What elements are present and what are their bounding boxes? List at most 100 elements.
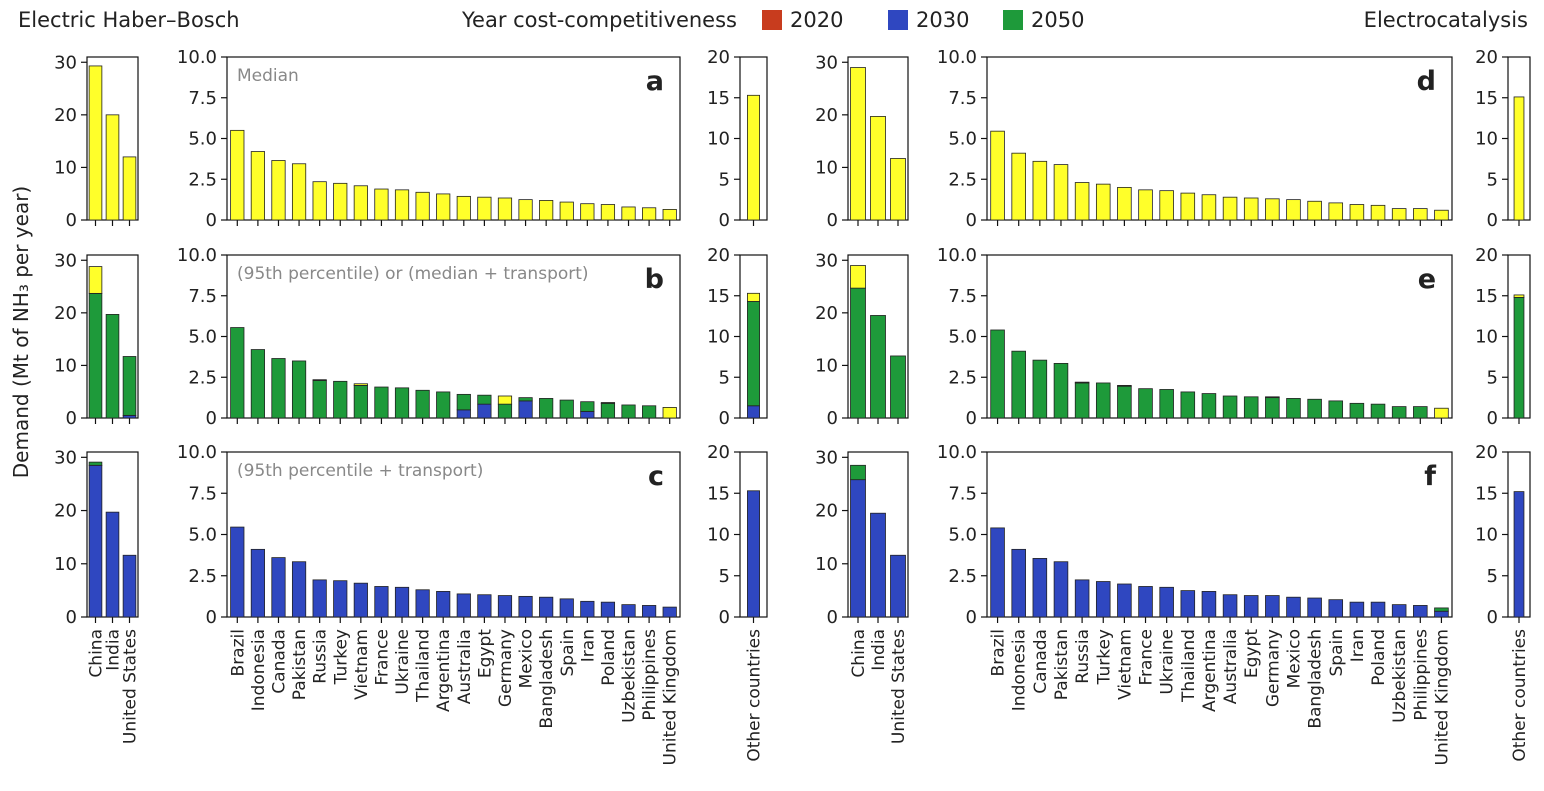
- bar-segment: [990, 329, 1005, 419]
- bar-segment: [1032, 558, 1048, 618]
- category-label: India: [104, 629, 124, 671]
- y-tick-label: 10: [54, 554, 77, 575]
- category-label: Other countries: [745, 629, 765, 762]
- bar-segment: [1074, 382, 1090, 419]
- bar-segment: [497, 197, 513, 221]
- y-tick-label: 10.0: [177, 245, 217, 266]
- category-label: Spain: [558, 629, 578, 677]
- bar-segment: [1201, 393, 1217, 419]
- bar-segment: [1413, 406, 1428, 419]
- bar-segment: [250, 151, 265, 221]
- bar-segment: [456, 409, 471, 419]
- bar-segment: [1265, 198, 1280, 221]
- bar-segment: [1391, 208, 1407, 221]
- bar-segment: [271, 358, 286, 419]
- bar-segment: [621, 604, 636, 618]
- y-tick-label: 0: [66, 607, 77, 628]
- y-tick-label: 0: [827, 210, 838, 231]
- bar-segment: [333, 182, 348, 221]
- bar-segment: [850, 464, 866, 481]
- y-tick-label: 0: [827, 607, 838, 628]
- category-label: Other countries: [1510, 629, 1530, 762]
- panel-letter: b: [645, 264, 664, 295]
- bar-segment: [436, 591, 451, 618]
- category-label: Australia: [1221, 629, 1241, 704]
- y-tick-label: 15: [1475, 286, 1498, 307]
- y-tick-label: 2.5: [188, 367, 217, 388]
- bar-segment: [477, 594, 492, 618]
- y-tick-label: 5: [719, 169, 730, 190]
- bar-segment: [1413, 605, 1428, 618]
- y-tick-label: 10: [815, 554, 838, 575]
- y-tick-label: 20: [54, 105, 77, 126]
- bar-segment: [539, 200, 554, 221]
- y-tick-label: 0: [966, 408, 977, 429]
- legend-label: 2050: [1031, 8, 1084, 32]
- bar-segment: [497, 395, 513, 405]
- bar-segment: [890, 554, 906, 618]
- bar-segment: [291, 163, 307, 221]
- y-tick-label: 7.5: [188, 483, 217, 504]
- y-tick-label: 10: [815, 157, 838, 178]
- y-tick-label: 0: [719, 408, 730, 429]
- y-tick-label: 7.5: [948, 286, 977, 307]
- category-label: Poland: [1369, 629, 1389, 686]
- bar-segment: [1349, 601, 1365, 618]
- bar-segment: [621, 404, 636, 419]
- y-tick-label: 0: [1487, 210, 1498, 231]
- bar-segment: [394, 586, 410, 618]
- bar-segment: [1201, 194, 1217, 221]
- bar-segment: [477, 196, 492, 221]
- bar-segment: [333, 380, 348, 419]
- bar-segment: [1032, 359, 1048, 419]
- y-tick-label: 30: [815, 52, 838, 73]
- y-tick-label: 0: [827, 408, 838, 429]
- y-axis-label: Demand (Mt of NH₃ per year): [9, 186, 33, 478]
- category-label: Brazil: [228, 629, 248, 676]
- category-label: Brazil: [989, 629, 1009, 676]
- y-tick-label: 0: [206, 408, 217, 429]
- bar-segment: [1307, 398, 1322, 419]
- legend-swatch: [762, 10, 782, 30]
- y-tick-label: 7.5: [948, 88, 977, 109]
- y-tick-label: 20: [707, 442, 730, 463]
- y-tick-label: 15: [1475, 88, 1498, 109]
- y-tick-label: 0: [719, 210, 730, 231]
- panel-letter: e: [1418, 264, 1436, 295]
- bar-segment: [1095, 581, 1111, 618]
- bar-segment: [1328, 599, 1344, 618]
- bar-segment: [662, 407, 677, 419]
- bar-segment: [662, 606, 677, 618]
- legend-label: 2020: [790, 8, 843, 32]
- panel-letter: a: [646, 66, 664, 97]
- category-label: Australia: [455, 629, 475, 704]
- y-tick-label: 10.0: [937, 442, 977, 463]
- bar-segment: [250, 548, 265, 618]
- y-tick-label: 10: [707, 129, 730, 150]
- bar-segment: [1180, 391, 1196, 419]
- bar-segment: [436, 391, 451, 419]
- bar-segment: [477, 394, 492, 405]
- bar-segment: [312, 181, 327, 221]
- bar-segment: [312, 379, 327, 381]
- bar-segment: [850, 287, 866, 419]
- y-tick-label: 5.0: [188, 129, 217, 150]
- bar-segment: [250, 349, 265, 419]
- bar-segment: [88, 464, 103, 618]
- y-tick-label: 15: [707, 88, 730, 109]
- y-tick-label: 5: [1487, 367, 1498, 388]
- bar-segment: [1117, 186, 1132, 221]
- y-tick-label: 20: [54, 501, 77, 522]
- category-label: Germany: [496, 629, 516, 707]
- bar-segment: [291, 561, 307, 618]
- bar-segment: [374, 386, 389, 419]
- category-label: Uzbekistan: [1390, 629, 1410, 723]
- bar-segment: [230, 526, 245, 618]
- y-tick-label: 10.0: [937, 47, 977, 68]
- bar-segment: [747, 301, 760, 407]
- y-tick-label: 20: [815, 501, 838, 522]
- bar-segment: [1391, 604, 1407, 618]
- bar-segment: [105, 314, 120, 419]
- y-tick-label: 20: [1475, 47, 1498, 68]
- y-tick-label: 2.5: [948, 169, 977, 190]
